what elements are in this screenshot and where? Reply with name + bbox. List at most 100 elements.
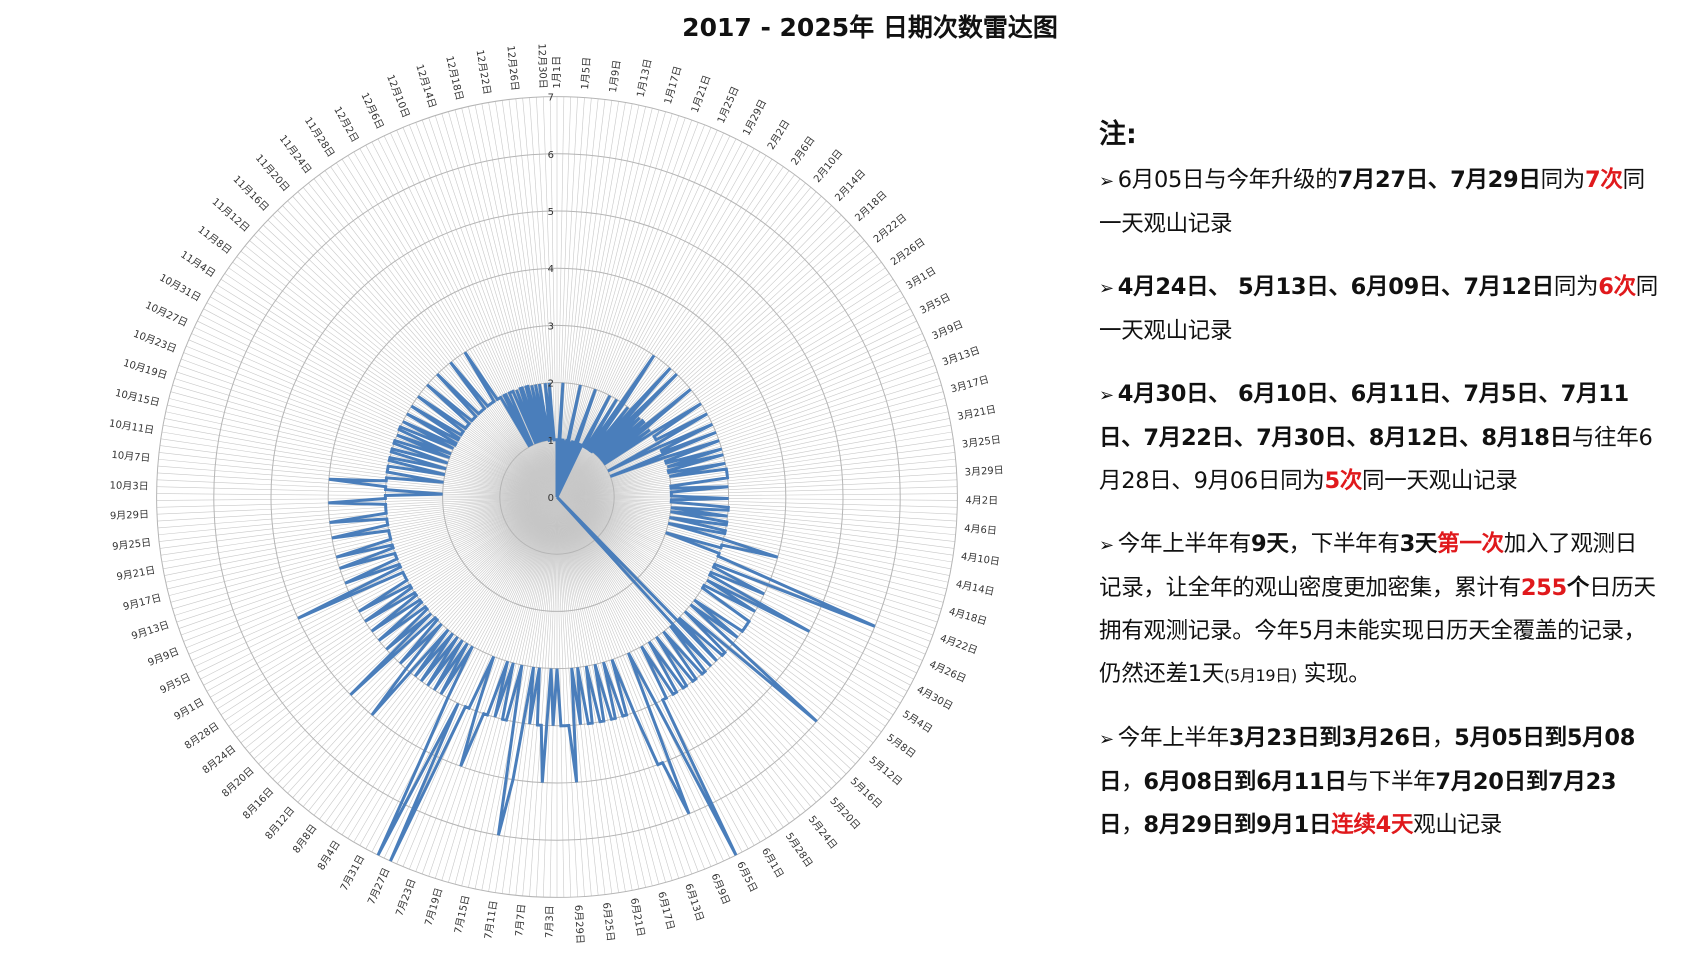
category-label: 10月3日 [109, 479, 148, 492]
spoke-gridline [556, 496, 666, 883]
note-text-segment: 5月05日到5月08日 [1099, 725, 1636, 795]
arrow-bullet-icon: ➢ [1099, 729, 1114, 750]
spoke-gridline [556, 496, 946, 596]
r-tick-label: 1 [548, 436, 554, 447]
spoke-gridline [267, 496, 558, 775]
category-label: 4月2日 [965, 495, 998, 507]
note-text-segment: 加入了观测日记录，让全年的观山密度更加密集，累计有 [1099, 531, 1637, 601]
spoke-gridline [556, 100, 613, 498]
spoke-gridline [556, 418, 950, 498]
spoke-gridline [441, 496, 558, 881]
spoke-gridline [157, 472, 558, 498]
category-label: 9月5日 [158, 671, 193, 696]
spoke-gridline [185, 345, 558, 498]
category-label: 8月20日 [219, 765, 256, 800]
spoke-gridline [181, 496, 558, 636]
spoke-gridline [165, 411, 558, 498]
spoke-gridline [165, 496, 558, 583]
category-label: 4月30日 [915, 684, 955, 713]
spoke-gridline [347, 155, 558, 498]
spoke-gridline [556, 302, 908, 498]
category-label: 1月9日 [607, 59, 623, 93]
category-label: 7月31日 [338, 853, 367, 893]
category-label: 3月5日 [918, 291, 953, 317]
spoke-gridline [428, 496, 558, 877]
spoke-gridline [556, 496, 957, 522]
spoke-gridline [183, 352, 558, 498]
spoke-gridline [556, 496, 942, 610]
spoke-gridline [556, 496, 901, 704]
note-text-segment: 3天 [1399, 531, 1438, 557]
spoke-gridline [336, 162, 558, 498]
r-tick-label: 5 [548, 207, 554, 218]
spoke-gridline [556, 391, 944, 498]
note-text-segment: 6月05日与今年升级的 [1117, 167, 1338, 193]
spoke-gridline [170, 391, 558, 498]
category-label: 1月13日 [635, 58, 655, 99]
spoke-gridline [556, 472, 957, 498]
category-label: 5月20日 [827, 795, 862, 832]
spoke-gridline [556, 109, 660, 498]
spoke-gridline [253, 235, 558, 498]
spoke-gridline [240, 250, 558, 498]
spoke-gridline [556, 278, 894, 498]
spoke-gridline [556, 493, 958, 498]
chart-title: 2017 - 2025年 日期次数雷达图 [682, 13, 1058, 42]
spoke-gridline [556, 398, 946, 498]
spoke-gridline [556, 496, 673, 881]
spoke-gridline [302, 187, 558, 498]
category-label: 12月22日 [474, 49, 494, 96]
note-text-segment: (5月19日) [1224, 666, 1297, 685]
category-label: 4月14日 [955, 578, 996, 598]
spoke-gridline [206, 302, 558, 498]
category-label: 11月24日 [277, 133, 314, 176]
category-label: 4月22日 [938, 632, 979, 657]
category-label: 6月21日 [628, 897, 647, 938]
spoke-gridline [556, 431, 953, 498]
note-text-segment: 今年上半年 [1117, 725, 1229, 751]
spoke-gridline [157, 496, 558, 529]
category-label: 12月6日 [358, 91, 386, 131]
category-label: 12月26日 [504, 45, 521, 91]
category-label: 5月28日 [783, 831, 815, 870]
spoke-gridline [267, 219, 558, 498]
spoke-gridline [556, 496, 938, 623]
spoke-gridline [168, 398, 558, 498]
spoke-gridline [319, 174, 558, 498]
spoke-gridline [556, 496, 878, 738]
spoke-gridline [556, 496, 956, 536]
spoke-gridline [163, 424, 558, 498]
note-text-segment: ，下半年有 [1288, 531, 1400, 557]
spoke-gridline [556, 108, 653, 498]
category-label: 11月20日 [253, 152, 292, 194]
category-label: 6月5日 [734, 860, 759, 895]
spoke-gridline [159, 445, 558, 498]
spoke-gridline [159, 496, 558, 549]
ring-gridline [270, 210, 844, 784]
category-label: 4月10日 [960, 550, 1000, 568]
spoke-gridline [556, 290, 901, 498]
note-text-segment: 连续4天 [1331, 812, 1414, 838]
spoke-gridline [556, 452, 955, 498]
category-label: 9月25日 [112, 537, 152, 553]
spoke-gridline [556, 333, 923, 498]
spoke-gridline [495, 496, 558, 893]
spoke-gridline [188, 496, 558, 655]
note-text-segment: 与下半年 [1346, 769, 1436, 795]
spoke-gridline [228, 496, 558, 727]
spoke-gridline [249, 240, 558, 498]
spoke-gridline [181, 358, 558, 498]
category-label: 8月24日 [200, 743, 238, 776]
note-text-segment: 4月24日、 5月13日、6月09日、7月12日 [1117, 274, 1554, 300]
note-text-segment: ， [1121, 769, 1144, 795]
category-label: 4月18日 [947, 605, 988, 627]
category-label: 9月13日 [130, 619, 171, 643]
spoke-gridline [556, 496, 578, 897]
spoke-gridline [515, 496, 558, 896]
note-text-segment: 同为 [1540, 167, 1586, 193]
category-label: 8月4日 [315, 838, 343, 872]
spoke-gridline [549, 96, 558, 498]
note-text-segment: 6次 [1598, 274, 1636, 300]
category-label: 12月10日 [384, 73, 412, 120]
note-text-segment: 与往年6月28日、9月06日同为 [1099, 425, 1653, 494]
